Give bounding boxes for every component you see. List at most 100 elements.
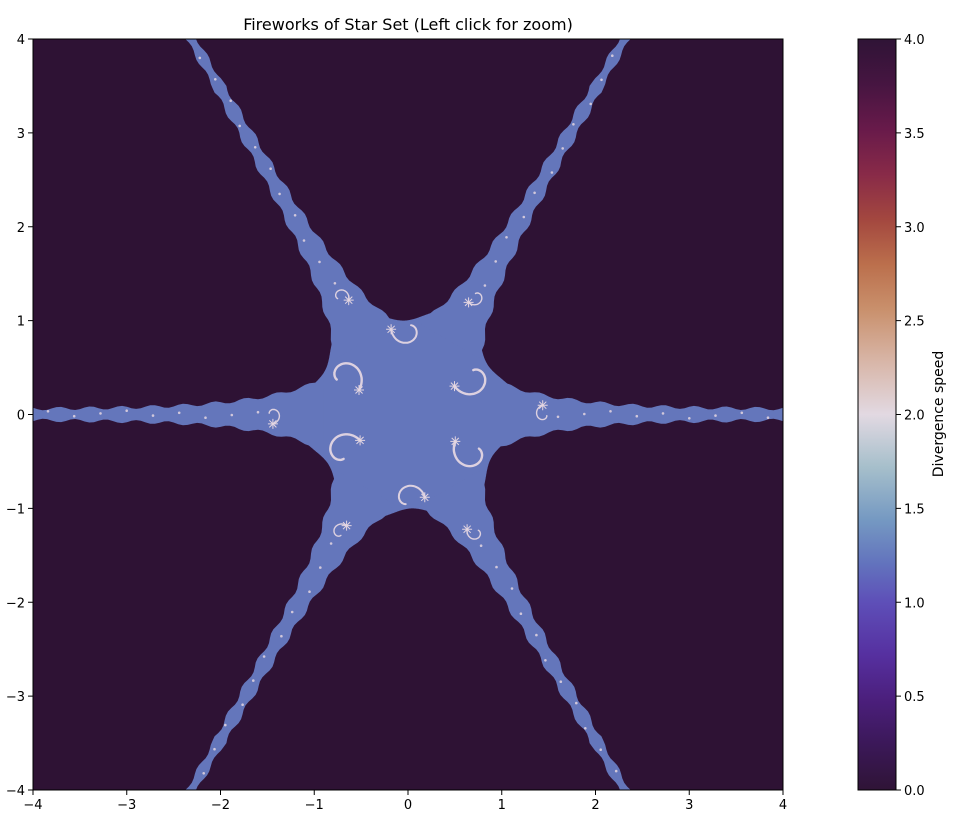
- arm-spark: [291, 611, 294, 614]
- arm-spark: [535, 634, 538, 637]
- x-tick-label: 1: [498, 798, 506, 813]
- arm-spark: [714, 414, 717, 417]
- x-tick-label: 2: [591, 798, 599, 813]
- arm-spark: [303, 239, 306, 242]
- arm-spark: [241, 703, 244, 706]
- arm-spark: [572, 123, 575, 126]
- colorbar-tick-label: 0.5: [904, 690, 925, 705]
- arm-spark: [330, 542, 333, 545]
- colorbar-tick-label: 3.0: [904, 221, 925, 236]
- arm-spark: [741, 412, 744, 415]
- y-tick-label: −3: [6, 690, 25, 705]
- arm-spark: [584, 727, 587, 730]
- arm-spark: [520, 612, 523, 615]
- arm-spark: [319, 566, 322, 569]
- arm-spark: [615, 770, 618, 773]
- x-tick-label: 0: [404, 798, 412, 813]
- y-axis: −4 −3 −2 −1 0 1 2 3 4: [6, 33, 33, 799]
- arm-spark: [495, 566, 498, 569]
- arm-spark: [609, 410, 612, 413]
- arm-spark: [257, 411, 260, 414]
- arm-spark: [544, 659, 547, 662]
- colorbar-tick-label: 3.5: [904, 127, 925, 142]
- arm-spark: [494, 260, 497, 263]
- colorbar-gradient: [858, 39, 896, 790]
- y-tick-label: 0: [17, 409, 25, 424]
- arm-spark: [688, 417, 691, 420]
- arm-spark: [199, 57, 202, 60]
- x-tick-label: 4: [779, 798, 787, 813]
- colorbar-tick-label: 1.0: [904, 596, 925, 611]
- arm-spark: [204, 416, 207, 419]
- arm-spark: [583, 413, 586, 416]
- arm-spark: [213, 748, 216, 751]
- arm-spark: [47, 410, 50, 413]
- arm-spark: [611, 54, 614, 57]
- x-tick-label: 3: [685, 798, 693, 813]
- arm-spark: [269, 167, 272, 170]
- y-tick-label: 1: [17, 315, 25, 330]
- arm-spark: [561, 147, 564, 150]
- arm-spark: [278, 193, 281, 196]
- x-tick-label: −3: [117, 798, 136, 813]
- arm-spark: [99, 412, 102, 415]
- arm-spark: [125, 409, 128, 412]
- arm-spark: [224, 724, 227, 727]
- plot-area[interactable]: [0, 1, 881, 827]
- arm-spark: [533, 192, 536, 195]
- arm-spark: [560, 680, 563, 683]
- arm-spark: [819, 411, 822, 414]
- arm-spark: [600, 79, 603, 82]
- arm-spark: [152, 414, 155, 417]
- colorbar-tick-label: 4.0: [904, 33, 925, 48]
- chart-title: Fireworks of Star Set (Left click for zo…: [243, 15, 573, 34]
- arm-spark: [294, 214, 297, 217]
- arm-spark: [636, 415, 639, 418]
- y-tick-label: 3: [17, 127, 25, 142]
- arm-spark: [551, 171, 554, 174]
- arm-spark: [511, 587, 514, 590]
- arm-spark: [575, 702, 578, 705]
- arm-spark: [599, 748, 602, 751]
- colorbar-tick-label: 1.5: [904, 502, 925, 517]
- x-axis: −4 −3 −2 −1 0 1 2 3 4: [23, 790, 787, 813]
- arm-spark: [254, 146, 257, 149]
- y-tick-label: 2: [17, 221, 25, 236]
- arm-spark: [280, 635, 283, 638]
- arm-spark: [557, 416, 560, 419]
- colorbar-ticks: 0.0 0.5 1.0 1.5 2.0 2.5 3.0 3.5 4.0: [896, 33, 925, 799]
- y-tick-label: −4: [6, 784, 25, 799]
- arm-spark: [308, 590, 311, 593]
- arm-spark: [480, 544, 483, 547]
- x-tick-label: −2: [211, 798, 230, 813]
- arm-spark: [229, 99, 232, 102]
- colorbar-tick-label: 2.0: [904, 409, 925, 424]
- y-tick-label: −1: [6, 502, 25, 517]
- arm-spark: [767, 416, 770, 419]
- arm-spark: [589, 103, 592, 106]
- arm-spark: [523, 216, 526, 219]
- arm-spark: [178, 412, 181, 415]
- arm-spark: [662, 412, 665, 415]
- arm-spark: [252, 679, 255, 682]
- y-tick-label: −2: [6, 596, 25, 611]
- arm-spark: [793, 414, 796, 417]
- arm-spark: [484, 284, 487, 287]
- arm-spark: [202, 772, 205, 775]
- arm-spark: [73, 415, 76, 418]
- y-tick-label: 4: [17, 33, 25, 48]
- colorbar-tick-label: 0.0: [904, 784, 925, 799]
- colorbar-tick-label: 2.5: [904, 315, 925, 330]
- colorbar-label: Divergence speed: [931, 351, 947, 478]
- x-tick-label: −1: [305, 798, 324, 813]
- arm-spark: [334, 282, 337, 285]
- x-tick-label: −4: [23, 798, 42, 813]
- arm-spark: [318, 261, 321, 264]
- arm-spark: [263, 655, 266, 658]
- arm-spark: [231, 414, 234, 417]
- colorbar: 0.0 0.5 1.0 1.5 2.0 2.5 3.0 3.5 4.0 Divergence s…: [858, 33, 947, 799]
- arm-spark: [505, 236, 508, 239]
- arm-spark: [214, 78, 217, 81]
